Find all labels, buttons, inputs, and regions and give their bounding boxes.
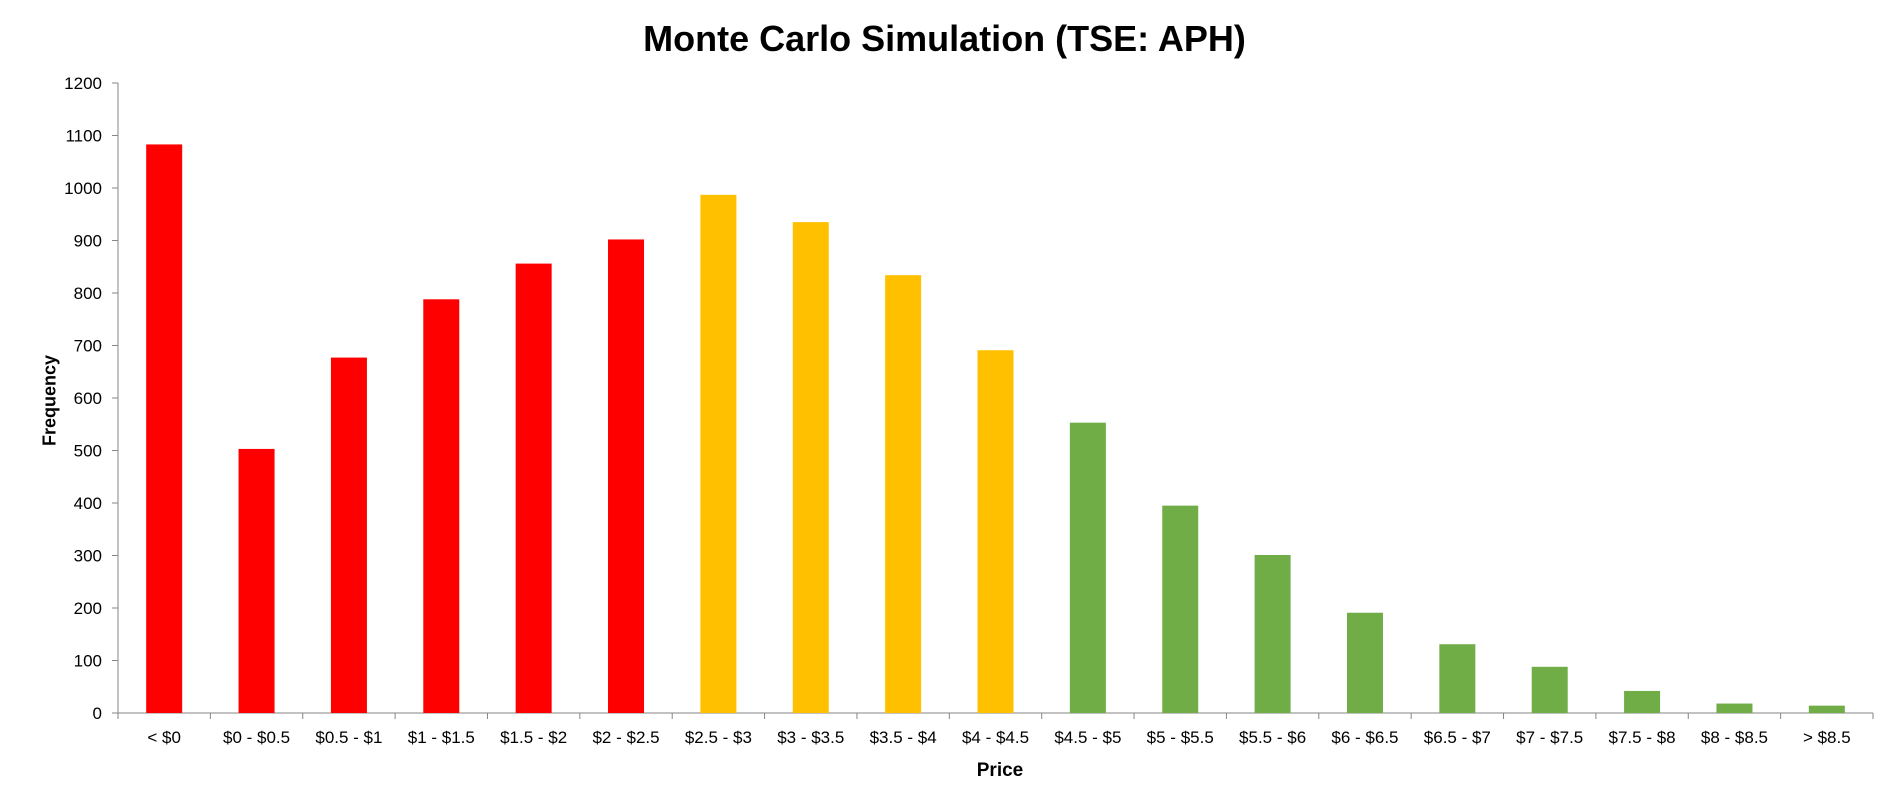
x-tick-label: $0.5 - $1 — [315, 728, 382, 747]
y-tick-label: 200 — [74, 599, 102, 618]
x-tick-label: $4 - $4.5 — [962, 728, 1029, 747]
y-tick-label: 900 — [74, 232, 102, 251]
chart-title: Monte Carlo Simulation (TSE: APH) — [643, 18, 1246, 59]
x-tick-label: $2.5 - $3 — [685, 728, 752, 747]
bar — [1346, 612, 1383, 713]
x-tick-label: $2 - $2.5 — [592, 728, 659, 747]
x-tick-label: $3.5 - $4 — [870, 728, 937, 747]
bar — [330, 357, 367, 713]
bar — [1162, 505, 1199, 713]
bar — [238, 448, 275, 713]
bar — [1716, 703, 1753, 713]
x-tick-label: $6 - $6.5 — [1331, 728, 1398, 747]
y-tick-label: 1100 — [65, 127, 102, 146]
bar — [1531, 666, 1568, 713]
x-axis-title: Price — [976, 760, 1024, 781]
y-tick-label: 1200 — [64, 74, 102, 93]
bar — [146, 144, 183, 714]
bar — [792, 222, 829, 713]
x-tick-label: $4.5 - $5 — [1054, 728, 1121, 747]
x-tick-label: $3 - $3.5 — [777, 728, 844, 747]
bar — [1439, 644, 1476, 713]
bar — [515, 263, 552, 713]
y-tick-label: 400 — [74, 494, 102, 513]
y-tick-label: 100 — [74, 652, 102, 671]
x-tick-label: $1.5 - $2 — [500, 728, 567, 747]
y-tick-label: 500 — [74, 442, 102, 461]
y-tick-label: 700 — [74, 337, 102, 356]
bar — [1254, 554, 1291, 713]
y-tick-label: 300 — [74, 547, 102, 566]
y-tick-label: 600 — [74, 389, 102, 408]
x-tick-label: $0 - $0.5 — [223, 728, 290, 747]
bar — [1624, 690, 1661, 713]
x-tick-label: $8 - $8.5 — [1701, 728, 1768, 747]
bar — [885, 275, 922, 713]
x-tick-label: $7.5 - $8 — [1609, 728, 1676, 747]
y-tick-label: 800 — [74, 284, 102, 303]
bar — [977, 350, 1014, 713]
y-tick-label: 0 — [93, 704, 102, 723]
bar — [700, 194, 737, 713]
x-tick-label: $6.5 - $7 — [1424, 728, 1491, 747]
x-tick-label: < $0 — [147, 728, 181, 747]
x-tick-label: $1 - $1.5 — [408, 728, 475, 747]
x-tick-label: > $8.5 — [1803, 728, 1851, 747]
bar — [608, 239, 645, 713]
bar — [423, 299, 460, 713]
x-tick-label: $7 - $7.5 — [1516, 728, 1583, 747]
x-tick-label: $5.5 - $6 — [1239, 728, 1306, 747]
x-tick-label: $5 - $5.5 — [1147, 728, 1214, 747]
bar — [1808, 705, 1845, 713]
bar — [1069, 422, 1106, 713]
y-tick-label: 1000 — [64, 179, 102, 198]
